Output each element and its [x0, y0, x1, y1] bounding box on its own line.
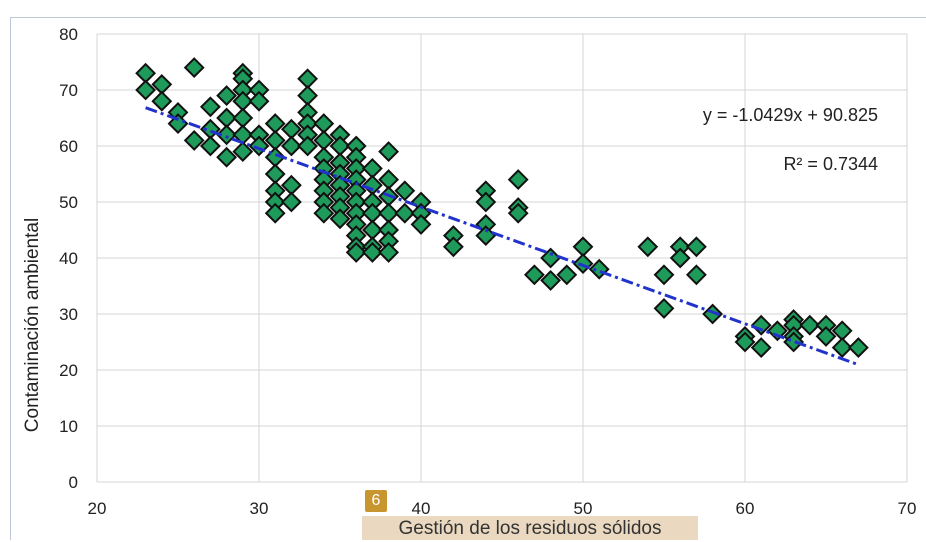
x-tick-label: 30: [250, 499, 269, 518]
data-point: [523, 264, 545, 286]
data-point: [183, 57, 205, 79]
data-point: [297, 135, 319, 157]
data-point: [507, 202, 529, 224]
x-tick-label: 70: [898, 499, 917, 518]
data-point: [378, 141, 400, 163]
x-axis-label: Gestión de los residuos sólidos: [362, 516, 698, 540]
data-point: [199, 96, 221, 118]
data-point: [313, 202, 335, 224]
trendline: [145, 106, 859, 367]
data-point: [540, 269, 562, 291]
data-point: [540, 247, 562, 269]
data-point: [653, 297, 675, 319]
x-tick-label: 60: [736, 499, 755, 518]
x-tick-label: 20: [88, 499, 107, 518]
data-point: [442, 236, 464, 258]
y-axis-label: Contaminación ambiental: [22, 218, 43, 432]
y-tick-label: 70: [59, 81, 78, 100]
data-point: [669, 247, 691, 269]
data-point: [216, 124, 238, 146]
chart-frame: [10, 17, 926, 540]
y-tick-label: 60: [59, 137, 78, 156]
data-point: [799, 314, 821, 336]
y-tick-label: 30: [59, 305, 78, 324]
data-point: [135, 79, 157, 101]
data-points: [135, 57, 869, 359]
y-tick-label: 40: [59, 249, 78, 268]
data-point: [394, 180, 416, 202]
data-point: [734, 331, 756, 353]
y-tick-label: 0: [69, 473, 78, 492]
figure-number-badge: 6: [365, 490, 387, 512]
data-point: [199, 135, 221, 157]
y-tick-label: 50: [59, 193, 78, 212]
data-point: [475, 191, 497, 213]
data-point: [750, 337, 772, 359]
trendline-equation: y = -1.0429x + 90.825: [703, 105, 878, 125]
data-point: [702, 303, 724, 325]
data-point: [232, 141, 254, 163]
x-axis-ticks: 20 30 40 50 60 70: [88, 499, 917, 518]
data-point: [280, 191, 302, 213]
data-point: [653, 264, 675, 286]
data-point: [264, 202, 286, 224]
y-tick-label: 10: [59, 417, 78, 436]
data-point: [248, 90, 270, 112]
r-squared-label: R² = 0.7344: [783, 154, 878, 174]
data-point: [183, 129, 205, 151]
data-point: [410, 213, 432, 235]
data-point: [394, 202, 416, 224]
data-point: [783, 331, 805, 353]
data-point: [685, 236, 707, 258]
data-point: [361, 241, 383, 263]
data-point: [378, 241, 400, 263]
data-point: [685, 264, 707, 286]
data-point: [637, 236, 659, 258]
y-tick-label: 80: [59, 25, 78, 44]
data-point: [345, 241, 367, 263]
data-point: [556, 264, 578, 286]
data-point: [216, 146, 238, 168]
y-axis-ticks: 0 10 20 30 40 50 60 70 80: [59, 25, 78, 492]
data-point: [831, 337, 853, 359]
data-point: [151, 90, 173, 112]
data-point: [750, 314, 772, 336]
x-tick-label: 50: [574, 499, 593, 518]
data-point: [847, 337, 869, 359]
data-point: [507, 169, 529, 191]
data-point: [329, 208, 351, 230]
data-point: [815, 325, 837, 347]
y-tick-label: 20: [59, 361, 78, 380]
data-point: [280, 135, 302, 157]
x-tick-label: 40: [412, 499, 431, 518]
data-point: [216, 85, 238, 107]
